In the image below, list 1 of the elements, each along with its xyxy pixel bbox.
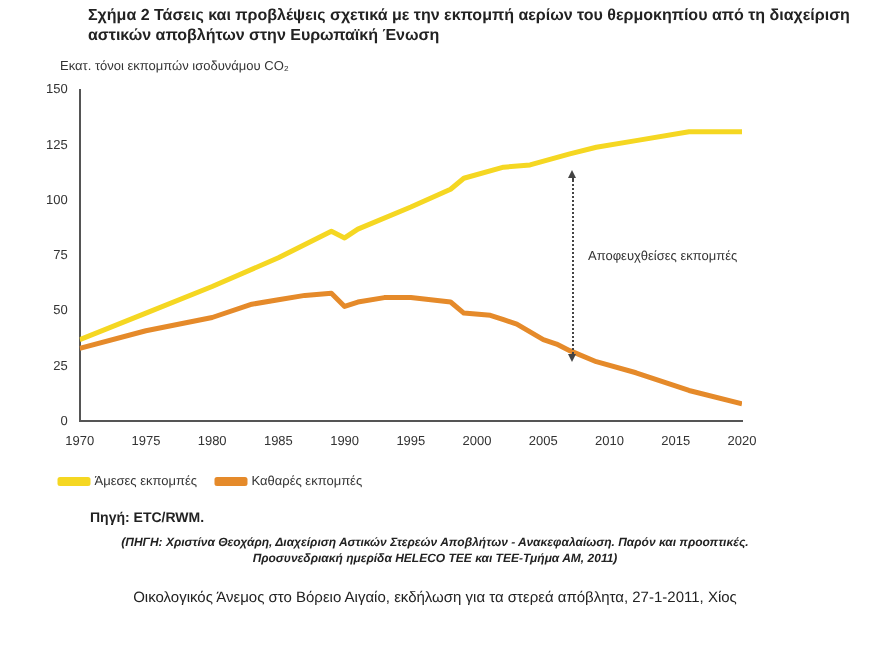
chart-title: Σχήμα 2 Τάσεις και προβλέψεις σχετικά με την εκπομπή αερίων του θερμοκηπίου από τη διαχείριση αστικών αποβλήτων στην Ευρωπαϊκή Ένωση xyxy=(88,6,852,46)
